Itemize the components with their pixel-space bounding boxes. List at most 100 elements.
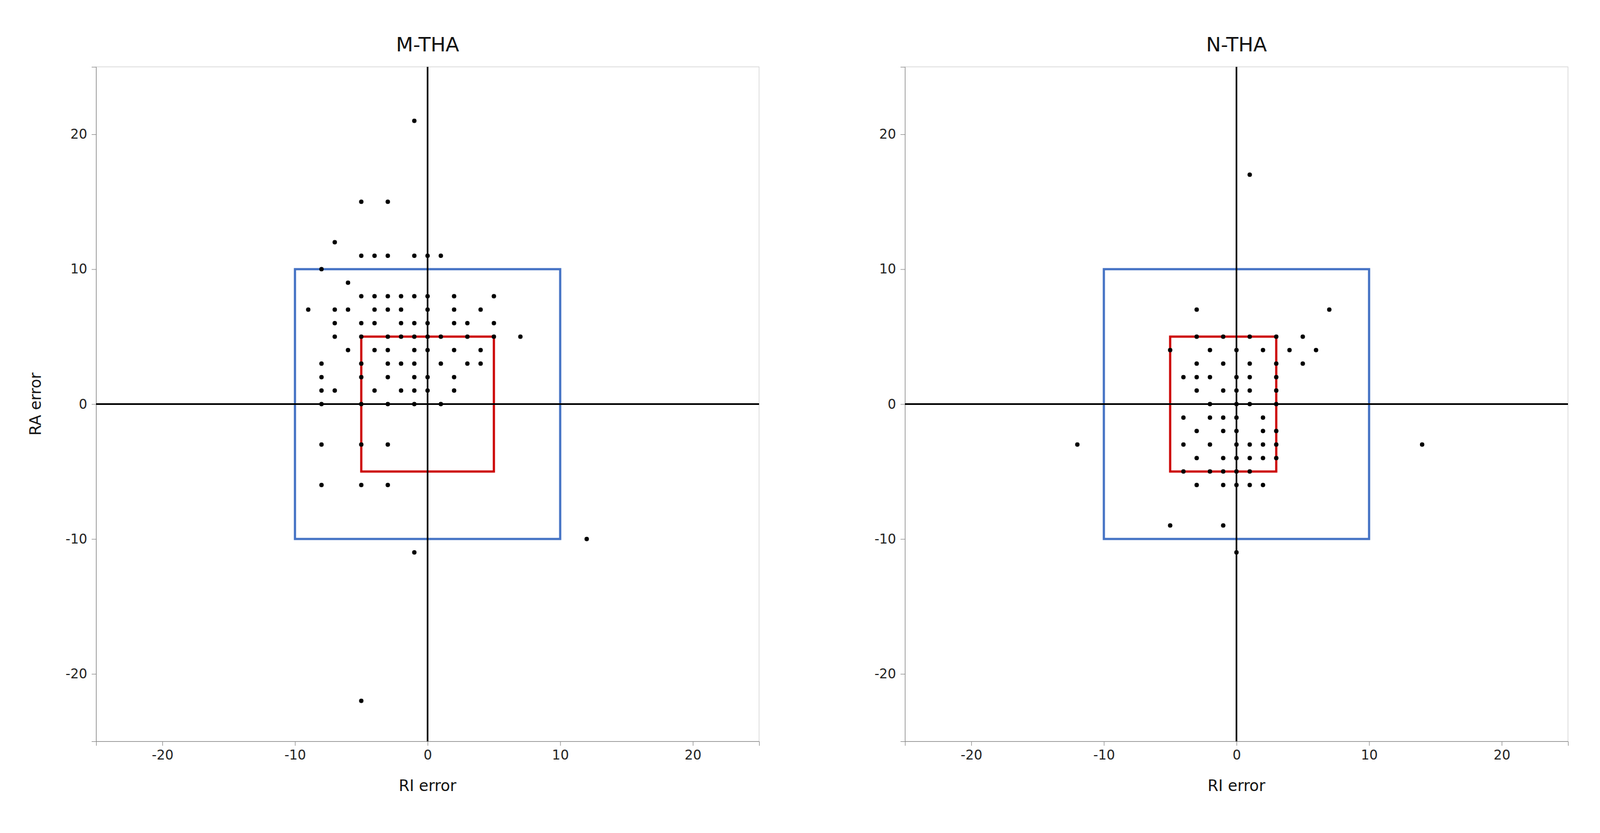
point <box>1274 401 1279 407</box>
point <box>1180 469 1186 474</box>
point <box>319 266 324 272</box>
point <box>319 388 324 393</box>
point <box>319 442 324 447</box>
point <box>1261 415 1266 420</box>
point <box>1327 307 1332 312</box>
point <box>1247 334 1253 339</box>
point <box>372 307 377 312</box>
x-tick: -20 <box>151 740 174 763</box>
x-tick-mark <box>1369 740 1370 746</box>
point <box>1247 374 1253 380</box>
point <box>491 334 497 339</box>
y-tick-label: 0 <box>78 396 88 412</box>
point <box>385 482 390 487</box>
point <box>1074 442 1080 447</box>
plot-frame <box>904 66 1568 741</box>
point <box>1167 347 1173 353</box>
point <box>1300 361 1306 366</box>
y-tick-mark <box>900 538 905 540</box>
point <box>332 388 337 393</box>
point <box>1261 428 1266 433</box>
point <box>425 293 430 299</box>
y-axis-line <box>91 67 97 742</box>
point <box>451 388 457 393</box>
point <box>1247 469 1253 474</box>
point <box>1274 455 1279 460</box>
y-tick-mark <box>900 268 905 270</box>
point <box>465 334 470 339</box>
y-tick: 20 <box>879 126 906 142</box>
y-tick-mark <box>900 134 905 135</box>
point <box>1287 347 1292 353</box>
point <box>385 442 390 447</box>
point <box>1221 428 1226 433</box>
point <box>438 401 443 407</box>
point <box>385 374 390 380</box>
y-axis-title: RA error <box>26 372 45 436</box>
point <box>358 293 364 299</box>
point <box>398 334 404 339</box>
chart-title: N-THA <box>1205 33 1268 56</box>
point <box>1261 455 1266 460</box>
x-tick-mark <box>560 740 561 746</box>
point <box>1194 334 1199 339</box>
point <box>425 388 430 393</box>
x-tick: 0 <box>1232 740 1241 763</box>
point <box>358 698 364 703</box>
x-axis-line <box>96 741 760 746</box>
x-tick: 10 <box>552 740 570 763</box>
point <box>451 347 457 353</box>
point <box>345 307 351 312</box>
point <box>358 320 364 326</box>
y-tick-mark <box>91 268 97 270</box>
points <box>305 118 589 703</box>
y-tick-label: -20 <box>65 665 88 682</box>
point <box>451 320 457 326</box>
point <box>1208 442 1213 447</box>
horizontal-reference-line <box>96 403 760 405</box>
point <box>451 374 457 380</box>
point <box>1234 469 1239 474</box>
point <box>438 334 443 339</box>
y-tick-label: 10 <box>879 261 897 277</box>
x-axis-title: RI error <box>1207 776 1266 795</box>
point <box>372 347 377 353</box>
x-tick-mark <box>427 740 428 746</box>
point <box>385 334 390 339</box>
x-tick-mark <box>1236 740 1238 746</box>
point <box>1208 469 1213 474</box>
point <box>425 253 430 258</box>
point <box>1221 455 1226 460</box>
y-axis-line <box>900 67 906 742</box>
x-tick-label: 20 <box>684 746 702 763</box>
point <box>478 347 484 353</box>
y-tick-mark <box>91 673 97 675</box>
point <box>1194 455 1199 460</box>
x-axis-line <box>905 741 1569 746</box>
point <box>385 347 390 353</box>
point <box>319 374 324 380</box>
y-tick-mark <box>900 404 905 405</box>
point <box>398 361 404 366</box>
panel: -20-1001020-20-1001020M-THARI errorRA er… <box>26 33 760 795</box>
point <box>398 388 404 393</box>
point <box>358 361 364 366</box>
point <box>1194 482 1199 487</box>
chart-title: M-THA <box>395 33 460 56</box>
x-tick-mark <box>971 740 972 746</box>
y-tick-label: -10 <box>874 531 897 547</box>
y-tick: -20 <box>65 665 97 682</box>
point <box>332 239 337 245</box>
point <box>1194 388 1199 393</box>
x-tick-label: 10 <box>552 746 570 763</box>
point <box>1208 415 1213 420</box>
point <box>1234 415 1239 420</box>
point <box>305 307 311 312</box>
point <box>319 361 324 366</box>
point <box>411 347 417 353</box>
point <box>332 320 337 326</box>
x-tick-mark <box>1103 740 1105 746</box>
point <box>425 347 430 353</box>
x-tick: -20 <box>960 740 983 763</box>
x-tick: -10 <box>1093 740 1115 763</box>
